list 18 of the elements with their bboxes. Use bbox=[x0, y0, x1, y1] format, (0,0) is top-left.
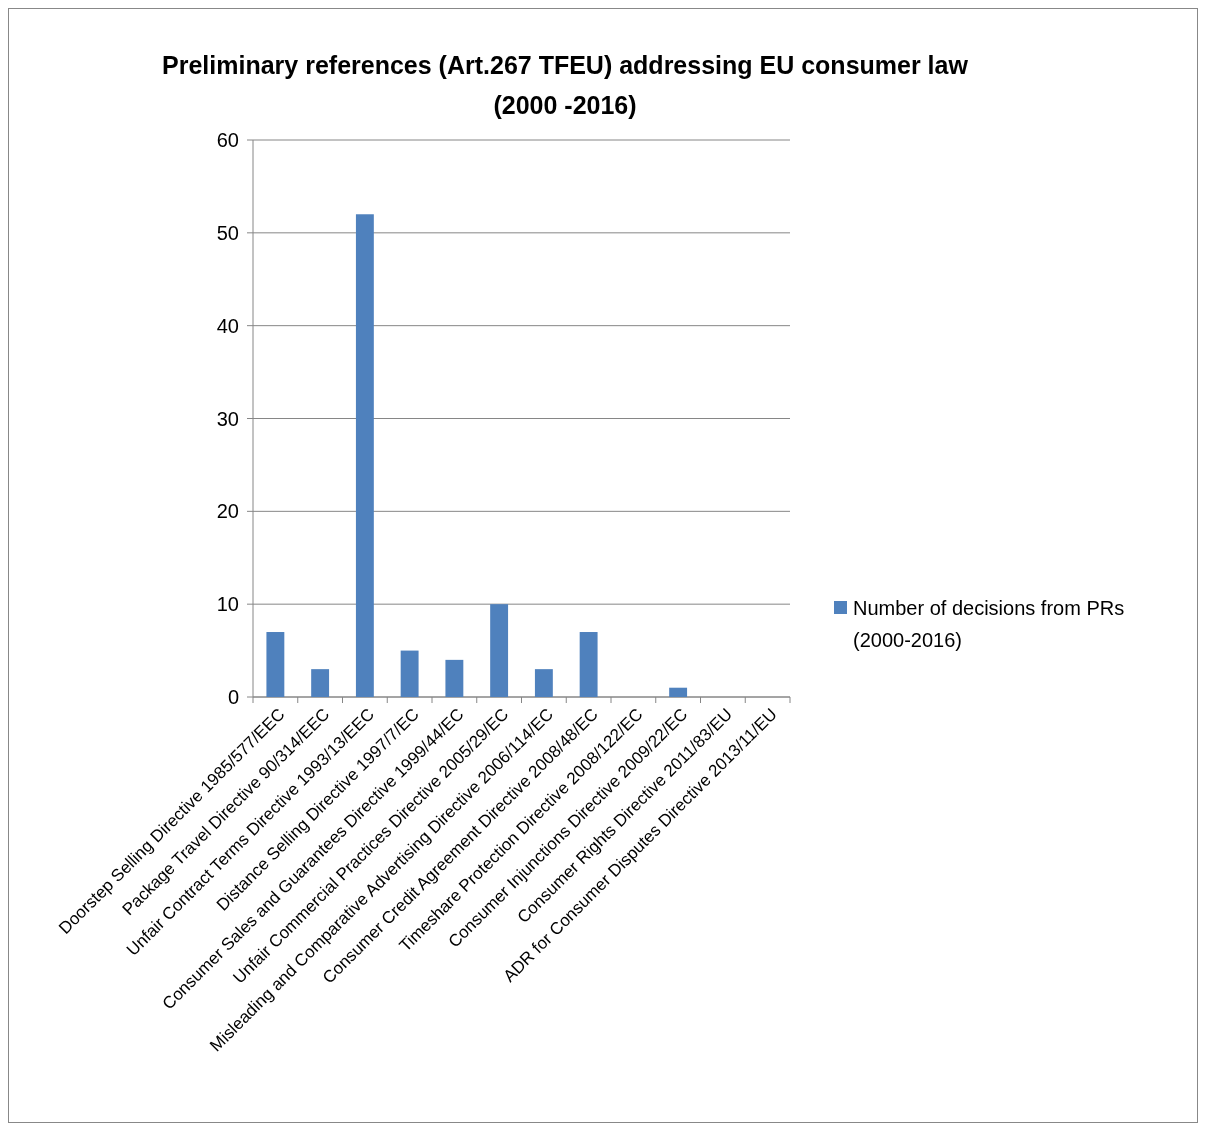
y-tick-label: 10 bbox=[216, 593, 239, 616]
y-tick-label: 60 bbox=[216, 129, 239, 151]
bar bbox=[355, 214, 374, 697]
bar bbox=[400, 650, 419, 697]
legend-label: Number of decisions from PRs (2000-2016) bbox=[853, 597, 1125, 651]
bar bbox=[490, 604, 509, 697]
y-tick-label: 50 bbox=[216, 221, 239, 244]
y-tick-label: 40 bbox=[216, 314, 239, 337]
chart-title: Preliminary references (Art.267 TFEU) addressing EU consumer law (2000 -2016) bbox=[162, 51, 969, 119]
bar bbox=[266, 632, 285, 697]
bar bbox=[311, 669, 330, 697]
y-tick-label: 0 bbox=[227, 686, 239, 708]
bar bbox=[534, 669, 553, 697]
bar bbox=[669, 687, 688, 697]
y-tick-label: 20 bbox=[216, 500, 239, 523]
bar bbox=[445, 659, 464, 697]
y-tick-label: 30 bbox=[216, 407, 239, 430]
bar bbox=[579, 632, 598, 697]
